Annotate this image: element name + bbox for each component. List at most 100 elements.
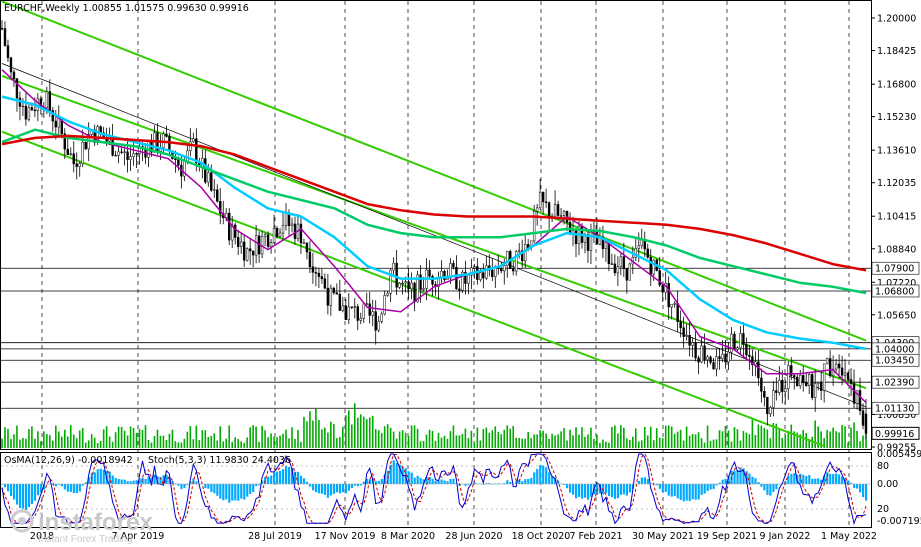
volume-bar xyxy=(189,425,192,448)
ma-line xyxy=(1,134,867,272)
osma-bar xyxy=(580,484,584,499)
candle-bear xyxy=(819,382,823,391)
candle-bull xyxy=(239,241,243,247)
volume-bar xyxy=(171,429,174,448)
candle-bear xyxy=(305,242,309,253)
volume-bar xyxy=(527,431,529,448)
candle-bear xyxy=(368,303,371,316)
candle-bull xyxy=(21,105,25,108)
osma-bar xyxy=(850,482,853,484)
candle-bear xyxy=(428,269,431,277)
x-tick-label: 1 May 2022 xyxy=(821,531,877,542)
volume-bar xyxy=(7,428,9,448)
osma-bar xyxy=(446,481,449,484)
volume-bar xyxy=(853,422,855,448)
candle-bull xyxy=(461,272,464,291)
osma-bar xyxy=(270,475,273,484)
candle-bear xyxy=(350,306,353,308)
x-tick-label: 28 Jul 2019 xyxy=(248,531,302,542)
candle-bull xyxy=(186,150,189,162)
volume-bar xyxy=(629,439,631,448)
osma-bar xyxy=(81,484,84,486)
volume-bar xyxy=(697,432,700,448)
instaforex-logo-icon xyxy=(10,509,34,533)
osma-bar xyxy=(820,479,823,484)
osma-bar xyxy=(437,480,440,484)
volume-bar xyxy=(440,437,443,448)
candle-bull xyxy=(81,141,84,164)
volume-bar xyxy=(838,432,840,448)
volume-bar xyxy=(512,425,515,448)
osma-bar xyxy=(775,484,778,490)
candle-bull xyxy=(365,303,368,305)
candle-bull xyxy=(272,227,276,243)
osma-bar xyxy=(207,484,210,489)
osma-bar xyxy=(718,482,721,484)
channel-line xyxy=(1,74,867,390)
osma-bar xyxy=(422,479,425,484)
candle-bear xyxy=(613,263,617,274)
osma-bar xyxy=(691,484,694,500)
volume-bar xyxy=(748,434,751,448)
osma-bar xyxy=(338,484,342,494)
volume-bar xyxy=(763,427,766,448)
volume-bar xyxy=(350,424,353,448)
candle-bear xyxy=(248,248,252,252)
osma-bar xyxy=(637,480,640,484)
volume-bar xyxy=(545,433,547,448)
candle-bull xyxy=(281,225,285,234)
candle-bear xyxy=(54,120,58,128)
level-label: 1.02390 xyxy=(875,378,914,389)
price-tick-label: 1.07220 xyxy=(877,278,916,289)
candle-bear xyxy=(688,334,691,346)
osma-bar xyxy=(356,484,359,487)
watermark-tagline: Instant Forex Trading xyxy=(38,534,133,545)
candle-bear xyxy=(512,268,515,272)
volume-bar xyxy=(637,441,640,448)
osma-bar xyxy=(769,484,772,496)
ma-line xyxy=(1,128,867,295)
osma-bar xyxy=(706,484,709,492)
candle-bull xyxy=(290,223,294,226)
volume-bar xyxy=(273,436,275,448)
osma-bar xyxy=(817,478,820,484)
volume-bar xyxy=(407,435,410,448)
volume-bar xyxy=(614,425,616,448)
level-label: 1.01130 xyxy=(875,404,914,415)
volume-bar xyxy=(581,427,583,448)
osma-bar xyxy=(51,484,55,485)
osma-bar xyxy=(341,484,345,493)
volume-bar xyxy=(315,408,317,448)
osma-bar xyxy=(75,484,78,494)
volume-bar xyxy=(60,436,63,448)
volume-bar xyxy=(347,410,350,448)
osma-bar xyxy=(640,477,643,484)
volume-bar xyxy=(201,430,204,448)
osma-bar xyxy=(551,476,554,484)
osma-bar xyxy=(192,478,195,484)
volume-bar xyxy=(760,425,763,448)
current-price-label: 0.99916 xyxy=(875,429,914,440)
volume-bar xyxy=(649,426,652,448)
x-tick-label: 17 Nov 2019 xyxy=(315,531,376,542)
volume-bar xyxy=(84,442,87,448)
osma-bar xyxy=(102,469,105,484)
candle-bull xyxy=(700,345,703,363)
volume-bar xyxy=(497,431,500,448)
price-tick-label: 1.18425 xyxy=(877,46,916,57)
candle-bull xyxy=(727,351,730,363)
volume-bar xyxy=(339,436,341,448)
osma-bar xyxy=(823,475,826,484)
volume-bar xyxy=(688,435,691,448)
volume-bar xyxy=(739,440,742,448)
volume-bar xyxy=(198,440,201,448)
candle-bear xyxy=(84,141,87,150)
osma-bar xyxy=(78,484,81,492)
candle-bear xyxy=(30,107,34,111)
volume-bar xyxy=(264,430,266,448)
volume-bar xyxy=(655,428,658,448)
osma-bar xyxy=(625,484,629,496)
volume-bar xyxy=(333,424,335,448)
osma-bar xyxy=(96,469,99,484)
